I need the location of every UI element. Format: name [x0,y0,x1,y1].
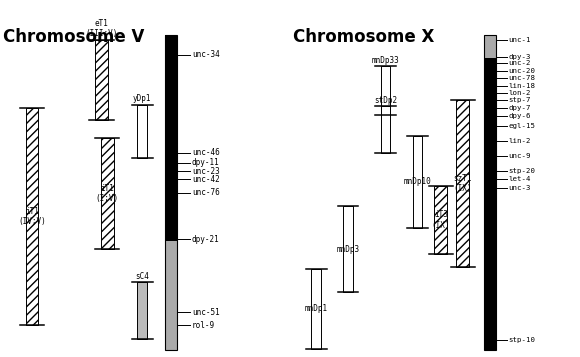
Text: stp-10: stp-10 [509,337,536,343]
Bar [165,35,177,350]
Text: eT1
(III;V): eT1 (III;V) [85,19,118,38]
Text: unc-34: unc-34 [192,50,220,59]
Text: mnDp10: mnDp10 [404,177,432,186]
Bar [456,100,469,267]
Text: Chromosome X: Chromosome X [293,28,434,46]
Bar [381,106,390,153]
Bar [165,241,177,350]
Text: mnDp1: mnDp1 [304,305,328,313]
Text: unc-46: unc-46 [192,148,220,157]
Text: egl-15: egl-15 [509,123,536,129]
Bar [95,40,108,120]
Text: yDp1: yDp1 [133,94,151,103]
Bar [343,206,353,292]
Text: Chromosome V: Chromosome V [3,28,144,46]
Text: unc-76: unc-76 [192,188,220,197]
Text: iT3
(IX): iT3 (IX) [432,210,450,230]
Bar [101,138,114,249]
Bar [26,108,38,326]
Text: stDp2: stDp2 [374,96,397,105]
Bar [137,282,147,339]
Text: lin-2: lin-2 [509,138,531,144]
Bar [413,136,422,227]
Text: mnDp3: mnDp3 [336,245,360,253]
Text: unc-42: unc-42 [192,175,220,184]
Bar [165,35,177,241]
Text: mnDp33: mnDp33 [372,56,400,65]
Text: iT1
(I;V): iT1 (I;V) [96,184,119,203]
Text: lon-2: lon-2 [509,90,531,96]
Text: unc-78: unc-78 [509,75,536,81]
Bar [484,35,496,350]
Text: unc-1: unc-1 [509,37,531,43]
Text: dpy-21: dpy-21 [192,235,220,243]
Bar [484,35,496,58]
Text: dpy-7: dpy-7 [509,105,531,111]
Text: dpy-3: dpy-3 [509,54,531,60]
Text: unc-51: unc-51 [192,308,220,317]
Bar [381,66,390,115]
Text: dpy-6: dpy-6 [509,113,531,119]
Bar [484,58,496,350]
Text: unc-20: unc-20 [509,69,536,75]
Bar [137,105,147,158]
Text: unc-2: unc-2 [509,60,531,66]
Text: unc-9: unc-9 [509,153,531,159]
Text: sC4: sC4 [135,272,149,281]
Bar [311,269,321,349]
Text: szT1
(IX): szT1 (IX) [454,174,472,193]
Text: unc-23: unc-23 [192,167,220,176]
Text: stp-7: stp-7 [509,97,531,103]
Text: iT1
(IV;V): iT1 (IV;V) [18,207,46,226]
Text: unc-3: unc-3 [509,185,531,191]
Bar [434,186,447,254]
Text: stp-20: stp-20 [509,168,536,174]
Text: rol-9: rol-9 [192,321,215,330]
Text: lin-18: lin-18 [509,84,536,89]
Text: let-4: let-4 [509,176,531,182]
Text: dpy-11: dpy-11 [192,158,220,167]
